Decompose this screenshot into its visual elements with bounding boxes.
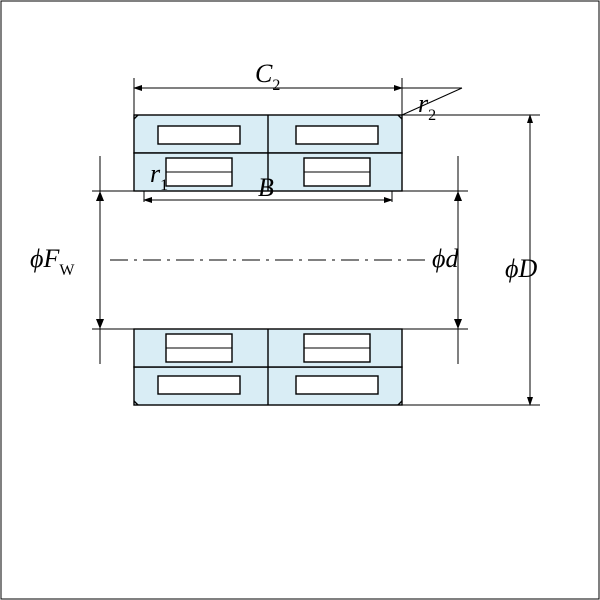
label-c2-sub: 2: [272, 77, 280, 94]
label-D-base: D: [517, 254, 537, 283]
svg-text:ϕd: ϕd: [432, 244, 459, 273]
dim-c2: C2: [134, 59, 402, 115]
label-r1-sub: 1: [160, 177, 168, 194]
svg-text:ϕD: ϕD: [505, 254, 537, 283]
label-d-prefix: ϕ: [432, 244, 445, 273]
label-c2-base: C: [255, 59, 273, 88]
label-fw-sub: W: [59, 262, 75, 279]
frame-border: [1, 1, 599, 599]
label-fw-prefix: ϕ: [30, 244, 43, 273]
label-d-base: d: [445, 244, 459, 273]
dim-r2: r2: [402, 88, 462, 124]
svg-text:r2: r2: [418, 89, 436, 124]
svg-text:C2: C2: [255, 59, 280, 94]
bearing-bottom-half: [134, 329, 402, 405]
label-fw-base: F: [42, 244, 60, 273]
svg-text:ϕFW: ϕFW: [30, 244, 75, 279]
label-D-prefix: ϕ: [505, 254, 518, 283]
label-b: B: [258, 173, 274, 202]
